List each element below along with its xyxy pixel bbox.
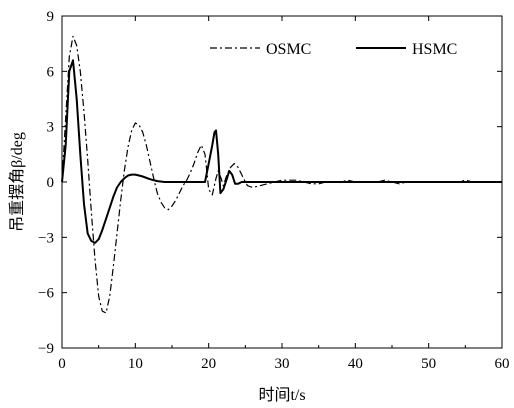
x-tick-label: 30: [275, 356, 290, 372]
series-lines: [61, 35, 502, 314]
y-tick-label: 3: [47, 120, 55, 136]
y-tick-label: 0: [47, 175, 55, 191]
x-tick-label: 0: [58, 356, 66, 372]
series-line-hsmc: [61, 59, 502, 244]
x-axis-label: 时间t/s: [258, 386, 305, 404]
legend-label-hsmc: HSMC: [412, 41, 457, 58]
x-tick-label: 10: [128, 356, 143, 372]
x-tick-label: 40: [348, 356, 363, 372]
y-axis-label: 吊重摆角β/deg: [8, 132, 26, 232]
x-tick-label: 60: [495, 356, 510, 372]
legend-label-osmc: OSMC: [266, 41, 311, 58]
x-tick-label: 50: [421, 356, 436, 372]
y-tick-label: 6: [47, 64, 55, 80]
x-tick-label: 20: [201, 356, 216, 372]
legend: OSMC HSMC: [210, 41, 457, 58]
y-tick-label: −9: [38, 341, 54, 357]
y-tick-label: −3: [38, 230, 54, 246]
y-tick-label: −6: [38, 286, 54, 302]
y-tick-label: 9: [47, 9, 55, 25]
